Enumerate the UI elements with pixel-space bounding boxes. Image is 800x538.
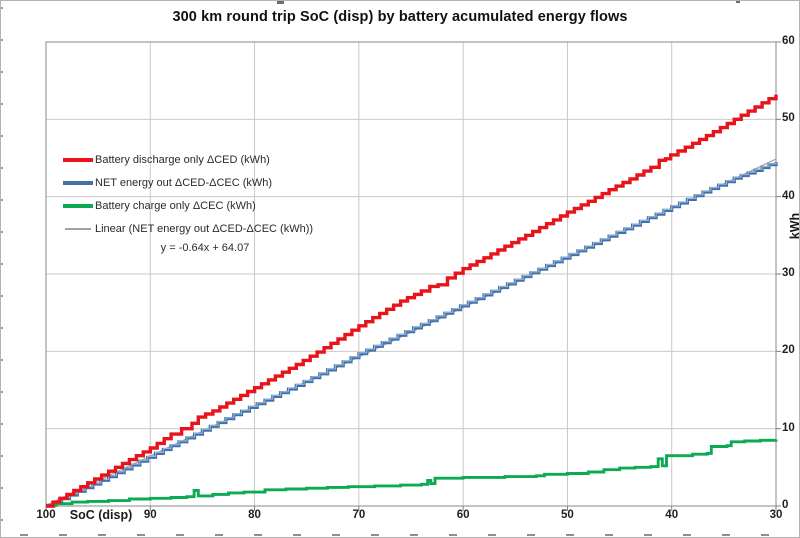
y-tick-label: 60 bbox=[782, 35, 795, 47]
top-edge-artifact-2 bbox=[736, 1, 740, 3]
y-tick-label: 0 bbox=[782, 499, 789, 511]
x-tick-label: 100 bbox=[36, 509, 56, 521]
chart-title: 300 km round trip SoC (disp) by battery … bbox=[172, 9, 628, 25]
y-tick-label: 30 bbox=[782, 267, 795, 279]
y-tick-label: 10 bbox=[782, 421, 795, 434]
series-highlight-net-energy-out bbox=[46, 160, 777, 506]
x-axis-title: SoC (disp) bbox=[69, 508, 133, 522]
bottom-edge-artifact bbox=[20, 534, 799, 536]
y-tick-label: 20 bbox=[782, 344, 795, 357]
series-line-battery-charge bbox=[46, 438, 778, 507]
x-tick-label: 60 bbox=[456, 509, 470, 521]
y-tick-label: 40 bbox=[782, 189, 795, 202]
x-tick-label: 90 bbox=[143, 509, 157, 521]
top-edge-artifact bbox=[277, 1, 284, 4]
x-tick-label: 50 bbox=[561, 509, 574, 521]
x-tick-label: 40 bbox=[665, 509, 679, 521]
left-edge-artifact bbox=[1, 7, 3, 533]
y-axis-title: kWh bbox=[788, 212, 800, 240]
trendline-equation: y = -0.64x + 64.07 bbox=[160, 242, 250, 254]
series-line-battery-discharge bbox=[46, 94, 778, 508]
y-tick-label: 50 bbox=[782, 112, 795, 125]
x-tick-label: 70 bbox=[352, 509, 366, 521]
x-tick-label: 80 bbox=[248, 509, 261, 521]
x-tick-label: 30 bbox=[769, 509, 783, 521]
